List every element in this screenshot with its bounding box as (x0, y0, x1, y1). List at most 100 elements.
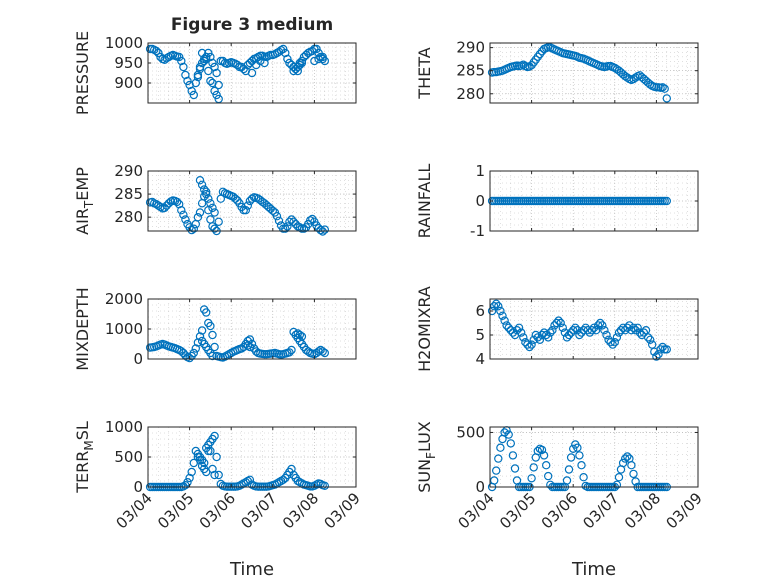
data-point (496, 306, 505, 316)
data-point (306, 216, 315, 225)
y-axis-label: MIXDEPTH (73, 287, 92, 370)
data-point (183, 478, 192, 487)
data-point (214, 470, 223, 480)
data-point (510, 464, 520, 473)
data-point (293, 476, 302, 486)
data-point (147, 197, 157, 207)
data-point (297, 58, 307, 68)
data-point (512, 326, 522, 335)
data-point (195, 208, 205, 217)
data-point (212, 90, 221, 100)
data-point (201, 189, 211, 199)
y-tick-label: 5 (475, 326, 485, 344)
data-point (206, 446, 215, 456)
data-point (527, 340, 536, 349)
data-point (272, 211, 282, 221)
data-point (320, 225, 329, 234)
data-point (206, 321, 215, 331)
y-tick-label: 285 (114, 185, 143, 203)
data-point (506, 326, 515, 335)
data-point (492, 466, 501, 475)
data-point (204, 194, 213, 203)
subplot-5: 0 1000 2000 MIXDEPTH (73, 287, 357, 371)
subplot-6: 4 5 6 H2OMIXRA (415, 286, 699, 372)
data-point (658, 342, 667, 352)
plot-area (490, 427, 698, 487)
axes-box (489, 42, 699, 104)
data-point (502, 321, 511, 330)
data-point (320, 348, 329, 358)
y-tick-label: 280 (114, 208, 143, 226)
data-point (245, 475, 255, 484)
data-point (287, 215, 296, 224)
data-point (289, 217, 298, 226)
data-point (643, 333, 653, 342)
data-point (656, 345, 665, 354)
data-point (573, 443, 582, 452)
data-point (243, 201, 252, 210)
y-tick-label: -1 (470, 222, 485, 240)
data-point (245, 342, 255, 352)
data-point (318, 347, 327, 356)
y-tick-label: 280 (456, 85, 485, 103)
data-point (602, 330, 611, 340)
data-point (596, 318, 605, 328)
data-point (279, 44, 288, 54)
y-axis-label: H2OMIXRA (415, 286, 434, 372)
data-point (623, 323, 632, 332)
x-axis-label-left: Time (229, 559, 274, 580)
data-point (629, 323, 638, 332)
data-point (152, 46, 161, 56)
data-point (185, 353, 194, 363)
data-point (295, 60, 304, 70)
data-point (154, 48, 163, 58)
data-point (544, 471, 553, 481)
data-point (183, 76, 192, 86)
data-point (210, 470, 219, 480)
data-point (220, 352, 230, 361)
data-point (533, 52, 543, 62)
data-point (523, 340, 532, 349)
data-point (612, 480, 622, 489)
data-point (152, 199, 161, 209)
data-point (156, 202, 165, 212)
data-point (631, 326, 640, 335)
data-point (562, 476, 572, 485)
data-point (608, 340, 617, 349)
data-point (631, 477, 640, 486)
data-point (506, 439, 515, 448)
data-point (210, 431, 219, 441)
data-point (214, 80, 223, 90)
data-point (627, 461, 636, 470)
data-point (658, 83, 667, 92)
data-point (610, 63, 620, 73)
data-point (314, 347, 323, 356)
data-point (514, 323, 524, 332)
data-point (566, 453, 576, 462)
data-point (204, 66, 213, 76)
data-point (295, 330, 304, 340)
data-point (631, 73, 640, 82)
data-point (623, 452, 632, 461)
data-point (496, 443, 505, 452)
data-point (201, 52, 211, 62)
data-point (531, 330, 541, 340)
data-point (197, 58, 207, 68)
data-point (172, 197, 182, 207)
data-point (535, 335, 545, 344)
data-point (318, 52, 327, 62)
data-point (494, 302, 503, 311)
data-point (594, 321, 603, 330)
data-point (639, 328, 649, 337)
data-point (281, 224, 290, 233)
data-point (660, 84, 669, 93)
data-point (529, 335, 538, 344)
data-point (283, 222, 292, 231)
data-point (621, 326, 630, 335)
data-point (179, 210, 188, 219)
y-tick-label: 285 (456, 62, 485, 80)
data-point (652, 352, 661, 361)
data-point (539, 451, 549, 460)
plot-area (148, 171, 356, 231)
data-point (201, 308, 211, 317)
